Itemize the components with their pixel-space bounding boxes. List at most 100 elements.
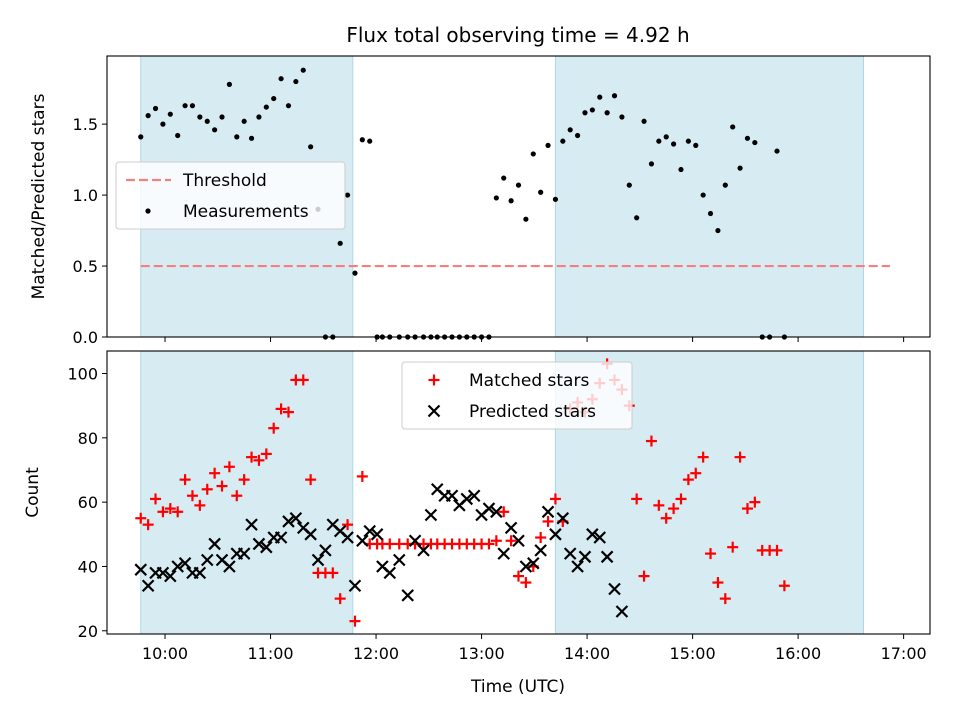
point-predicted — [586, 528, 599, 541]
point-measurements — [707, 210, 714, 217]
point-predicted — [178, 556, 192, 570]
point-matched — [238, 474, 250, 486]
point-predicted — [289, 511, 303, 525]
point-matched — [498, 506, 510, 518]
point-matched — [327, 567, 339, 579]
point-measurements — [589, 107, 595, 113]
point-matched — [150, 493, 162, 505]
legend-label-measurements: Measurements — [183, 202, 309, 222]
point-matched — [741, 503, 753, 515]
point-predicted — [512, 534, 525, 548]
y-tick-label-top: 0.0 — [73, 328, 98, 347]
x-axis-label: Time (UTC) — [470, 677, 565, 697]
point-predicted — [549, 528, 562, 541]
point-predicted — [363, 524, 377, 538]
y-tick-label-top: 1.5 — [73, 115, 98, 134]
x-tick-label: 13:00 — [459, 644, 505, 663]
point-measurements — [774, 148, 780, 154]
point-measurements — [552, 196, 559, 202]
point-measurements — [175, 132, 181, 139]
point-matched — [135, 512, 147, 524]
point-matched — [349, 615, 361, 627]
point-measurements — [515, 182, 522, 188]
point-matched — [682, 474, 694, 486]
point-measurements — [501, 175, 507, 181]
point-matched — [660, 512, 672, 524]
legend-box — [115, 161, 346, 230]
panel-top: 0.0 0.5 1.0 1.5 Matched/Predicted stars Thres… — [29, 55, 931, 347]
point-predicted — [392, 553, 406, 567]
y-tick-label-bottom: 40 — [78, 557, 98, 576]
panel-bottom: 20 40 60 80 100 10:00 11:00 12:00 13:00 14:00 15:0… — [23, 350, 931, 663]
point-matched — [483, 538, 495, 550]
point-matched — [668, 503, 680, 515]
point-measurements — [700, 192, 706, 198]
point-measurements — [145, 113, 151, 119]
chart-title: Flux total observing time = 4.92 h — [346, 23, 689, 47]
point-predicted — [348, 579, 362, 593]
y-tick-label-bottom: 80 — [78, 429, 98, 448]
axes-frame-top — [106, 55, 931, 338]
point-measurements — [715, 227, 721, 234]
point-matched — [535, 532, 547, 544]
point-predicted — [534, 544, 547, 557]
y-tick-label-top: 0.5 — [73, 257, 98, 276]
point-measurements — [752, 139, 758, 146]
point-matched — [749, 496, 761, 508]
point-matched — [186, 490, 198, 502]
point-predicted — [319, 544, 332, 557]
point-matched — [653, 499, 665, 511]
point-measurements — [271, 95, 277, 102]
point-matched — [675, 493, 687, 505]
point-measurements — [352, 270, 358, 276]
axes-frame-bottom — [106, 350, 931, 635]
point-measurements — [300, 67, 306, 73]
shaded-interval-top-1 — [554, 55, 865, 338]
legend-label-matched: Matched stars — [469, 371, 589, 391]
point-predicted — [497, 547, 511, 560]
point-predicted — [401, 589, 414, 602]
point-matched — [194, 499, 206, 511]
point-predicted — [490, 505, 503, 519]
point-matched — [342, 519, 354, 531]
legend-box — [401, 361, 633, 430]
x-tick-label: 14:00 — [564, 644, 610, 663]
legend-label-threshold: Threshold — [182, 171, 267, 191]
point-matched — [727, 541, 739, 553]
point-measurements — [182, 103, 188, 109]
point-measurements — [359, 137, 365, 143]
point-predicted — [200, 553, 214, 567]
point-matched — [520, 577, 532, 589]
point-measurements — [241, 118, 247, 124]
point-predicted — [304, 528, 317, 541]
point-predicted — [237, 547, 251, 560]
y-tick-label-top: 1.0 — [73, 186, 98, 205]
point-predicted — [208, 537, 221, 551]
series-predicted — [134, 483, 629, 618]
point-predicted — [504, 521, 518, 535]
point-measurements — [648, 161, 655, 167]
point-measurements — [344, 192, 351, 198]
point-matched — [142, 519, 154, 531]
point-predicted — [245, 518, 258, 531]
point-matched — [549, 493, 561, 505]
point-measurements — [248, 135, 255, 141]
legend-bottom: Matched stars Predicted stars — [401, 361, 633, 430]
point-matched — [778, 580, 790, 592]
point-predicted — [282, 515, 295, 528]
point-matched — [268, 422, 280, 434]
point-measurements — [567, 127, 573, 133]
point-matched — [260, 448, 272, 460]
point-matched — [690, 467, 702, 479]
point-measurements — [293, 78, 299, 85]
point-predicted — [274, 531, 288, 544]
x-tick-label: 15:00 — [670, 644, 716, 663]
point-matched — [542, 515, 554, 527]
shaded-interval-bottom-0 — [140, 350, 354, 635]
legend-handle-predicted — [427, 404, 441, 418]
point-matched — [334, 593, 346, 605]
point-measurements — [212, 127, 218, 133]
point-measurements — [744, 135, 751, 141]
point-measurements — [722, 182, 728, 188]
point-matched — [631, 493, 643, 505]
